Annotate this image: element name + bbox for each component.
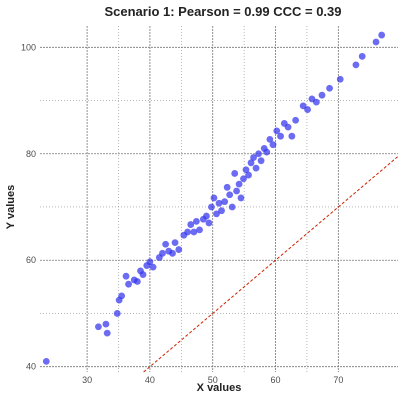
y-axis-label: Y values bbox=[5, 185, 17, 229]
data-point bbox=[190, 228, 198, 236]
data-point bbox=[103, 329, 111, 337]
data-point bbox=[184, 228, 191, 236]
data-point bbox=[171, 239, 179, 247]
data-point bbox=[312, 98, 320, 106]
data-point bbox=[266, 135, 274, 143]
data-point bbox=[213, 210, 220, 218]
y-tick-label: 60 bbox=[26, 255, 36, 265]
data-point bbox=[162, 240, 170, 248]
y-tick-label: 40 bbox=[26, 362, 36, 372]
data-point bbox=[192, 217, 200, 225]
data-point bbox=[102, 320, 110, 328]
data-point bbox=[257, 157, 265, 165]
data-point bbox=[235, 180, 243, 188]
data-point bbox=[149, 263, 157, 271]
data-point bbox=[218, 207, 225, 215]
data-point bbox=[288, 132, 296, 140]
data-point bbox=[146, 258, 154, 266]
data-point bbox=[215, 199, 223, 207]
x-axis-label: X values bbox=[197, 382, 242, 394]
data-point bbox=[205, 219, 213, 227]
data-point bbox=[240, 175, 247, 183]
data-point bbox=[231, 170, 239, 177]
data-point bbox=[284, 123, 292, 131]
x-tick-label: 70 bbox=[333, 375, 343, 385]
data-point bbox=[378, 31, 386, 39]
data-point bbox=[169, 249, 176, 257]
data-point bbox=[125, 280, 132, 288]
data-point bbox=[326, 84, 333, 92]
data-point bbox=[233, 187, 240, 195]
data-point bbox=[139, 271, 147, 278]
data-point bbox=[223, 183, 231, 191]
chart-title: Scenario 1: Pearson = 0.99 CCC = 0.39 bbox=[104, 4, 341, 19]
data-point bbox=[133, 278, 141, 285]
data-point bbox=[118, 292, 126, 300]
data-point bbox=[113, 310, 121, 317]
data-point bbox=[245, 171, 252, 179]
data-point bbox=[175, 246, 183, 253]
data-point bbox=[95, 323, 102, 331]
y-tick-label: 100 bbox=[21, 42, 36, 52]
data-point bbox=[263, 148, 271, 156]
data-point bbox=[255, 150, 262, 158]
data-point bbox=[242, 166, 250, 174]
data-point bbox=[352, 61, 360, 69]
x-tick-label: 60 bbox=[271, 375, 281, 385]
data-point bbox=[228, 203, 236, 211]
data-point bbox=[203, 212, 210, 220]
data-point bbox=[372, 38, 380, 46]
grid-lines bbox=[40, 26, 398, 372]
data-point bbox=[318, 91, 326, 99]
data-point bbox=[196, 226, 203, 234]
y-tick-label: 80 bbox=[26, 149, 36, 159]
data-point bbox=[221, 198, 229, 206]
data-point bbox=[292, 116, 300, 124]
data-point bbox=[247, 159, 255, 167]
data-point bbox=[358, 52, 366, 60]
data-point bbox=[159, 249, 166, 257]
data-point bbox=[187, 221, 195, 228]
data-point bbox=[226, 191, 234, 199]
data-point bbox=[336, 75, 344, 83]
data-point bbox=[42, 357, 50, 365]
reference-line bbox=[143, 156, 399, 373]
data-point bbox=[277, 132, 284, 140]
x-tick-label: 30 bbox=[82, 375, 92, 385]
data-point bbox=[250, 154, 257, 161]
data-point bbox=[252, 164, 260, 172]
data-point bbox=[273, 127, 281, 135]
x-tick-label: 50 bbox=[208, 375, 218, 385]
data-point bbox=[208, 203, 215, 211]
data-point bbox=[122, 272, 130, 280]
data-point bbox=[237, 194, 245, 202]
x-tick-label: 40 bbox=[145, 375, 155, 385]
data-point bbox=[269, 141, 277, 149]
data-point bbox=[304, 106, 311, 113]
data-point bbox=[210, 194, 218, 202]
reference-line-group bbox=[143, 156, 399, 373]
tick-labels: 30 40 50 60 70 40 60 80 100 bbox=[21, 42, 343, 385]
data-points bbox=[42, 31, 386, 365]
